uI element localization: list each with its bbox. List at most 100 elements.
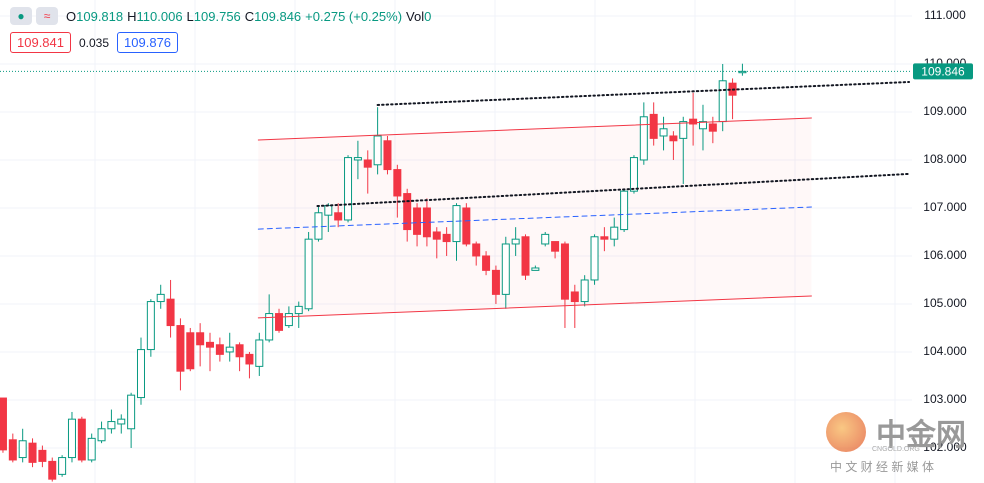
candle-body bbox=[107, 421, 116, 430]
candle-body bbox=[689, 118, 698, 125]
candle-body bbox=[344, 157, 353, 221]
ohlc-item: O109.818 bbox=[66, 9, 123, 24]
watermark-logo bbox=[826, 412, 866, 452]
candle-body bbox=[718, 80, 727, 123]
y-tick-label: 107.000 bbox=[923, 200, 967, 214]
ask[interactable]: 109.876 bbox=[117, 32, 179, 53]
candle-body bbox=[156, 293, 165, 303]
candle-body bbox=[225, 346, 234, 353]
candle-body bbox=[77, 418, 86, 461]
candle-body bbox=[275, 313, 284, 331]
y-tick-label: 105.000 bbox=[923, 296, 967, 310]
candle-body bbox=[413, 207, 422, 235]
candle-body bbox=[294, 305, 303, 315]
candle-body bbox=[58, 457, 67, 475]
trend-line bbox=[257, 206, 812, 230]
ohlc-value: 110.006 bbox=[136, 8, 183, 24]
settings-icon[interactable]: ≈ bbox=[36, 7, 58, 25]
candle-body bbox=[570, 291, 579, 303]
candle-body bbox=[511, 238, 520, 245]
candle-body bbox=[462, 207, 471, 245]
ohlc-label: L bbox=[186, 8, 194, 24]
candle-body bbox=[284, 313, 293, 327]
candle-body bbox=[738, 70, 747, 74]
candle-body bbox=[373, 135, 382, 166]
candle-body bbox=[353, 157, 362, 161]
ohlc-value: 109.846 bbox=[254, 8, 302, 24]
watermark-title: 中金网 bbox=[876, 419, 966, 452]
candle-body bbox=[18, 440, 27, 459]
watermark-site: CNGOLD.ORG bbox=[872, 446, 920, 453]
candle-body bbox=[215, 344, 224, 355]
quote-row: 109.841 0.035 109.876 bbox=[10, 32, 179, 53]
trend-line bbox=[257, 295, 812, 319]
candle-body bbox=[186, 332, 195, 370]
candle-body bbox=[551, 241, 560, 252]
trend-line bbox=[316, 172, 911, 208]
candle-body bbox=[206, 341, 215, 348]
candle-body bbox=[560, 243, 569, 300]
trend-line bbox=[376, 80, 911, 106]
candle-body bbox=[600, 236, 609, 240]
candle-body bbox=[127, 394, 136, 430]
candle-body bbox=[176, 325, 185, 372]
trend-line bbox=[257, 117, 812, 141]
candle-body bbox=[432, 231, 441, 240]
last-price-box bbox=[913, 63, 973, 80]
candle-body bbox=[610, 226, 619, 240]
candle-body bbox=[255, 339, 264, 367]
candle-body bbox=[8, 439, 17, 461]
y-tick-label: 111.000 bbox=[924, 8, 966, 22]
candle-body bbox=[166, 298, 175, 327]
candle-body bbox=[620, 190, 629, 231]
candle-body bbox=[669, 135, 678, 142]
candle-body bbox=[48, 460, 57, 480]
spread: 0.035 bbox=[79, 35, 110, 50]
candle-body bbox=[580, 279, 589, 303]
candle-body bbox=[541, 233, 550, 245]
candle-body bbox=[491, 269, 500, 295]
candle-body bbox=[87, 437, 96, 461]
y-tick-label: 103.000 bbox=[923, 392, 967, 406]
candle-body bbox=[38, 449, 47, 462]
candle-body bbox=[649, 113, 658, 139]
ohlc-label: H bbox=[127, 8, 137, 24]
bid[interactable]: 109.841 bbox=[10, 32, 71, 53]
ohlc-item: H110.006 bbox=[127, 9, 182, 24]
candle-body bbox=[265, 313, 274, 341]
y-tick-label: 109.000 bbox=[923, 104, 967, 118]
volume-label: Vol bbox=[406, 8, 425, 24]
candle-body bbox=[393, 169, 402, 197]
candle-body bbox=[304, 238, 313, 310]
candle-body bbox=[698, 121, 707, 130]
candle-body bbox=[521, 236, 530, 276]
visibility-icon[interactable]: ● bbox=[10, 7, 32, 25]
last-price-label: 109.846 bbox=[921, 65, 965, 79]
candle-body bbox=[403, 193, 412, 231]
candle-body bbox=[117, 418, 126, 425]
y-tick-label: 104.000 bbox=[923, 344, 967, 358]
candle-body bbox=[708, 123, 717, 132]
candle-body bbox=[334, 212, 343, 221]
ohlc-value: 109.818 bbox=[76, 8, 124, 24]
candle-body bbox=[324, 205, 333, 216]
volume-value: 0 bbox=[424, 8, 432, 24]
candle-body bbox=[639, 116, 648, 161]
candle-body bbox=[442, 233, 451, 243]
candle-body bbox=[28, 442, 37, 463]
candle-body bbox=[452, 205, 461, 243]
candle-body bbox=[97, 428, 106, 442]
ohlc-label: C bbox=[244, 8, 255, 24]
candle-body bbox=[472, 243, 481, 257]
y-tick-label: 108.000 bbox=[923, 152, 967, 166]
candle-body bbox=[659, 128, 668, 137]
ohlc-item: L109.756 bbox=[187, 9, 241, 24]
candle-body bbox=[67, 418, 76, 459]
y-tick-label: 106.000 bbox=[923, 248, 967, 262]
candle-body bbox=[590, 236, 599, 281]
candle-body bbox=[314, 212, 323, 240]
watermark-slogan: 中 文 财 经 新 媒 体 bbox=[830, 460, 935, 474]
candle-body bbox=[363, 159, 372, 168]
candle-body bbox=[196, 332, 205, 346]
